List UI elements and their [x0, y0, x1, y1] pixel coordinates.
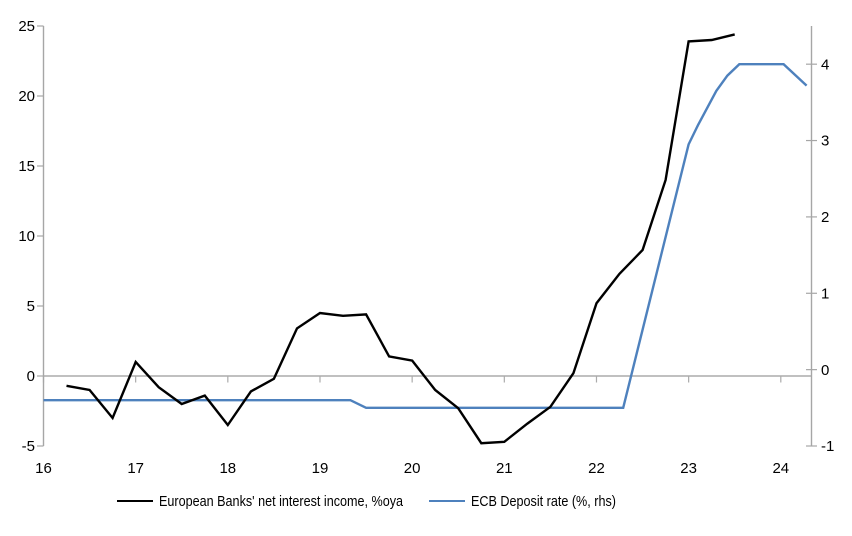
x-tick-label: 18 [219, 460, 236, 477]
x-tick-label: 19 [312, 460, 329, 477]
y-left-tick-label: 5 [27, 298, 35, 315]
x-axis: 16 17 18 19 20 21 22 23 24 [35, 376, 789, 477]
y-right-tick-label: 2 [821, 209, 829, 226]
x-tick-label: 20 [404, 460, 421, 477]
left-axis: -5 0 5 10 15 20 25 [18, 18, 45, 455]
series-line [43, 62, 808, 409]
y-left-tick-label: 10 [18, 228, 35, 245]
y-left-tick-label: 0 [27, 368, 35, 385]
x-tick-label: 23 [680, 460, 697, 477]
y-left-tick-label: 15 [18, 158, 35, 175]
y-left-tick-label: -5 [22, 438, 35, 455]
x-tick-label: 16 [35, 460, 52, 477]
legend-item-deposit-rate: ECB Deposit rate (%, rhs) [429, 492, 644, 510]
y-right-tick-label: 1 [821, 285, 829, 302]
nii-line-swatch [117, 499, 153, 503]
y-right-tick-label: 3 [821, 133, 829, 150]
x-tick-label: 24 [772, 460, 789, 477]
x-tick-label: 22 [588, 460, 605, 477]
x-tick-label: 21 [496, 460, 513, 477]
y-left-tick-label: 20 [18, 88, 35, 105]
y-right-tick-label: 4 [821, 56, 829, 73]
y-right-tick-label: -1 [821, 438, 834, 455]
x-tick-label: 17 [127, 460, 144, 477]
right-axis: -1 0 1 2 3 4 [806, 26, 834, 455]
legend-label-nii: European Banks' net interest income, %oy… [159, 492, 404, 510]
series-nii-line [66, 33, 735, 445]
series-line [66, 33, 735, 445]
legend-item-nii: European Banks' net interest income, %oy… [117, 492, 450, 510]
series-deposit-rate-line [43, 62, 808, 409]
legend: European Banks' net interest income, %oy… [0, 492, 852, 512]
legend-label-deposit-rate: ECB Deposit rate (%, rhs) [471, 492, 616, 510]
deposit-rate-line-swatch [429, 499, 465, 503]
y-right-tick-label: 0 [821, 362, 829, 379]
y-left-tick-label: 25 [18, 18, 35, 35]
